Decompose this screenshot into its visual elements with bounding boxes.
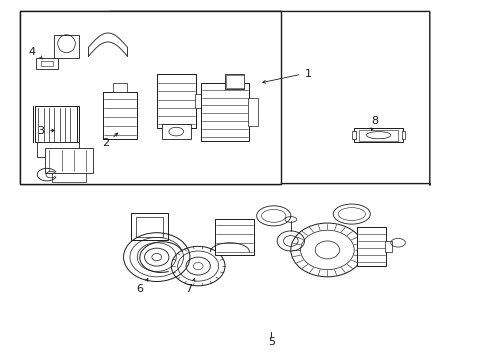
Bar [20, 12, 281, 184]
Bar [35, 107, 79, 142]
Text: 6: 6 [136, 284, 143, 294]
Text: 8: 8 [371, 116, 378, 126]
Bar [44, 148, 93, 173]
Bar [20, 12, 281, 184]
Bar [356, 226, 385, 266]
Text: 7: 7 [184, 284, 192, 294]
Text: 3: 3 [37, 126, 44, 135]
Bar [224, 74, 244, 89]
Bar [36, 58, 58, 69]
Polygon shape [76, 12, 429, 185]
Text: 2: 2 [102, 138, 109, 148]
Bar [131, 213, 167, 240]
Bar [103, 92, 137, 139]
Text: 5: 5 [267, 337, 274, 347]
Bar [351, 131, 355, 139]
Bar [353, 128, 402, 142]
Bar [225, 75, 243, 88]
Bar [194, 94, 203, 108]
Bar [384, 241, 391, 252]
Text: 1: 1 [304, 69, 311, 79]
Bar [248, 98, 258, 126]
Bar [215, 220, 254, 255]
Bar [401, 131, 405, 139]
Bar [136, 217, 163, 237]
Bar [113, 83, 127, 92]
Bar [200, 83, 249, 140]
Bar [52, 173, 86, 182]
Bar [41, 60, 53, 66]
Bar [161, 125, 190, 139]
Bar [157, 74, 195, 128]
Bar [54, 35, 79, 58]
Bar [37, 142, 79, 157]
Text: 4: 4 [29, 46, 36, 57]
Bar [358, 130, 397, 140]
